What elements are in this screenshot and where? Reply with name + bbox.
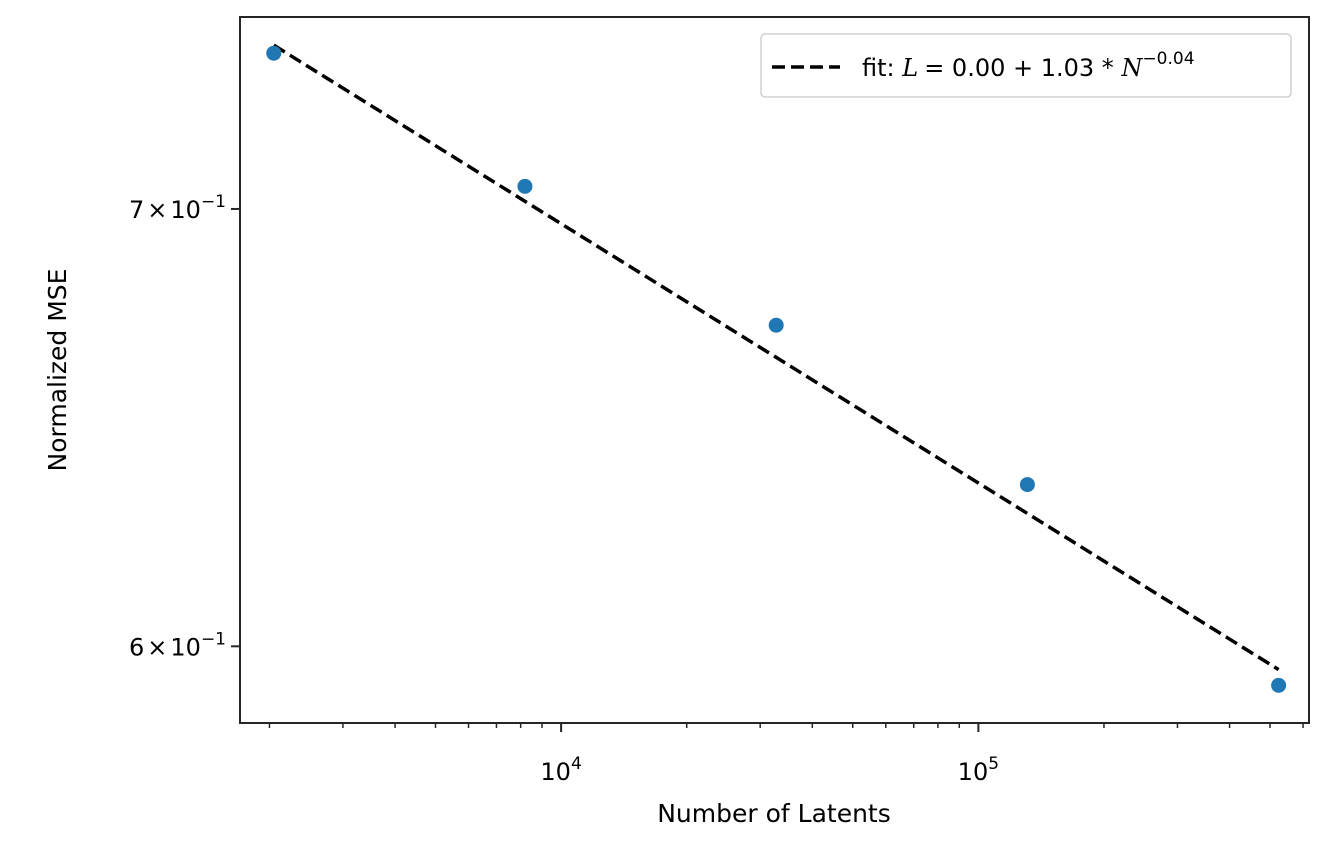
legend: fit: L = 0.00 + 1.03 * N−0.04 — [760, 33, 1292, 98]
legend-label: fit: L = 0.00 + 1.03 * N−0.04 — [862, 49, 1195, 82]
x-tick-label-10^4: 104 — [540, 754, 581, 786]
data-point-5 — [1271, 677, 1287, 693]
data-point-1 — [266, 45, 282, 61]
data-point-4 — [1019, 477, 1035, 493]
y-tick-label-7e-1: 7 × 10−1 — [129, 192, 226, 224]
data-point-3 — [768, 317, 784, 333]
y-tick-label-6e-1: 6 × 10−1 — [129, 629, 226, 661]
y-axis-ticks — [231, 207, 240, 648]
x-tick-label-10^5: 105 — [958, 754, 999, 786]
legend-box — [760, 33, 1292, 98]
fit-line — [272, 43, 1280, 672]
plot-area-frame — [239, 16, 1310, 724]
data-point-2 — [517, 178, 533, 194]
x-axis-label: Number of Latents — [657, 799, 891, 828]
x-axis-ticks — [268, 723, 1304, 732]
y-axis-label: Normalized MSE — [43, 269, 72, 472]
